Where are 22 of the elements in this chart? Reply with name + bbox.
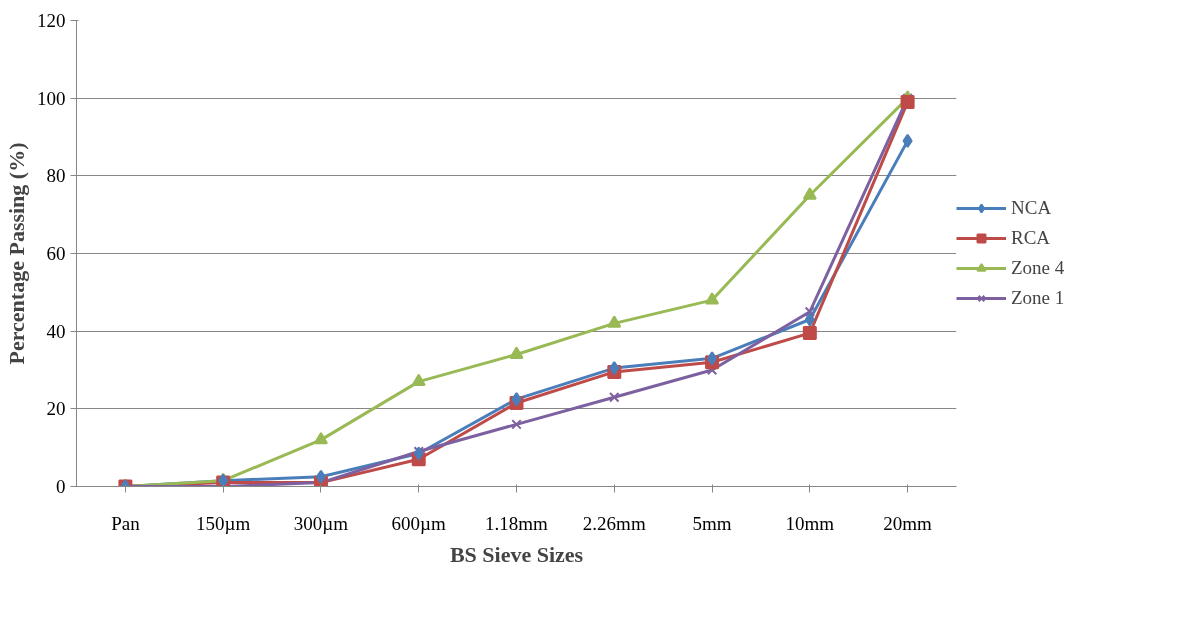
x-tick-label: Pan (111, 512, 141, 534)
legend-label: Zone 1 (1011, 287, 1065, 309)
x-tick-label: 2.26mm (582, 512, 646, 534)
y-tick-label: 80 (46, 165, 66, 187)
x-tick-label: 10mm (785, 512, 835, 534)
x-tick-label: 300µm (293, 512, 349, 534)
y-tick-label: 20 (46, 398, 66, 420)
legend-label: RCA (1011, 227, 1051, 249)
legend-label: Zone 4 (1011, 257, 1065, 279)
y-tick-label: 100 (37, 87, 66, 109)
x-axis-title: BS Sieve Sizes (449, 541, 584, 567)
y-tick-label: 120 (37, 10, 66, 31)
y-tick-label: 0 (56, 476, 66, 497)
x-tick-label: 150µm (196, 512, 251, 534)
y-tick-label: 40 (46, 320, 66, 342)
x-tick-label: 5mm (692, 512, 732, 534)
x-tick-label: 20mm (883, 512, 933, 534)
y-tick-label: 60 (46, 243, 66, 264)
x-tick-label: 600µm (391, 512, 447, 534)
y-axis-title: Percentage Passing (%) (4, 142, 29, 365)
x-tick-label: 1.18mm (485, 512, 549, 534)
legend-label: NCA (1011, 197, 1052, 219)
